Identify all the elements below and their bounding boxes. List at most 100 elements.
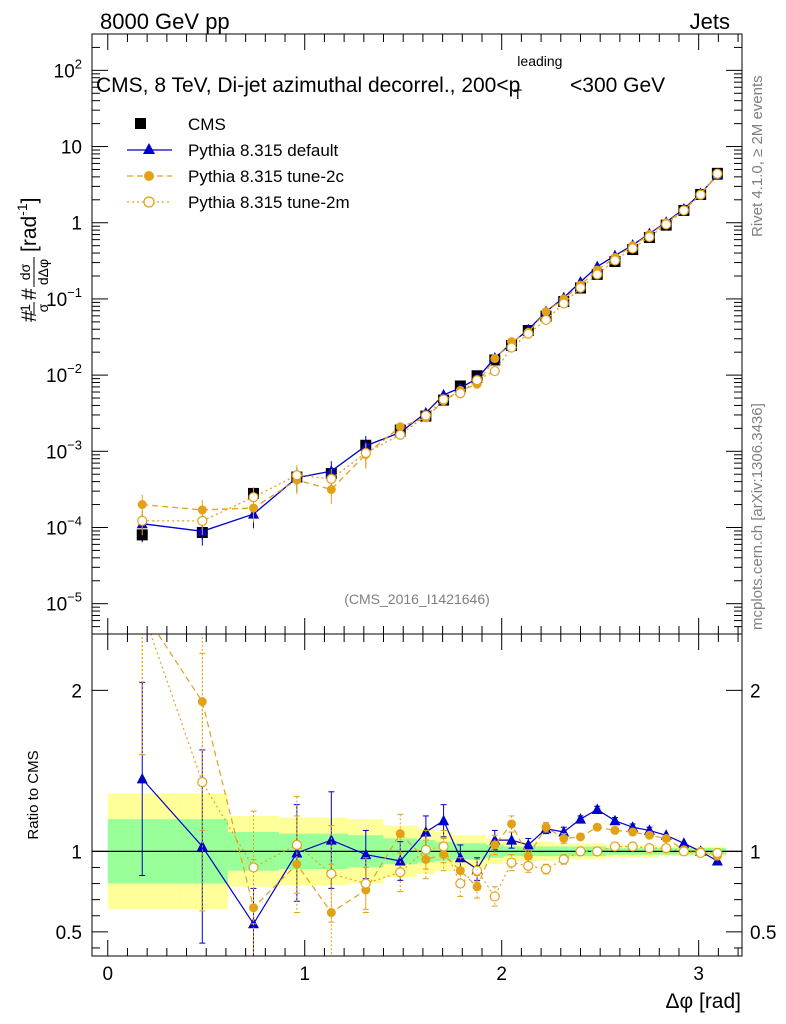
- main-point-pythia-8-315-tune-2m-0: [137, 515, 148, 527]
- main-point-pythia-8-315-tune-2m-13: [523, 328, 534, 339]
- ratio-point-pythia-8-315-tune-2m-4: [326, 868, 337, 879]
- ratio-point-pythia-8-315-tune-2c-14: [541, 822, 551, 832]
- ylabel-units-close: ]: [18, 198, 41, 204]
- main-point-pythia-8-315-tune-2m-7: [420, 410, 431, 421]
- ratio-point-pythia-8-315-tune-2m-21: [661, 843, 672, 854]
- main-point-pythia-8-315-tune-2m-19: [627, 243, 638, 254]
- ratio-point-pythia-8-315-tune-2m-15: [558, 854, 569, 865]
- ylabel-hash-1: #: [18, 310, 41, 322]
- ratio-point-pythia-8-315-tune-2m-5: [360, 878, 371, 889]
- ylabel-frac1-num: 1: [17, 304, 33, 312]
- main-point-pythia-8-315-tune-2c-14: [541, 307, 551, 317]
- ratio-point-pythia-8-315-tune-2c-17: [592, 822, 602, 832]
- main-ytick-label-7: 102: [54, 56, 82, 82]
- ratio-point-pythia-8-315-tune-2m-7: [420, 844, 431, 855]
- ratio-point-pythia-8-315-tune-2m-20: [644, 843, 655, 854]
- ratio-ytick-label-2: 2: [71, 681, 82, 702]
- header-energy: 8000 GeV pp: [100, 9, 230, 34]
- main-point-pythia-8-315-tune-2m-2: [248, 492, 259, 503]
- legend-marker-tune2m: [143, 196, 155, 208]
- main-point-pythia-8-315-tune-2m-5: [360, 447, 371, 459]
- main-point-pythia-8-315-tune-2m-8: [438, 394, 449, 405]
- main-point-pythia-8-315-tune-2m-1: [197, 515, 208, 527]
- ratio-xtick-label-3: 3: [693, 964, 704, 985]
- main-data-layer: [136, 167, 723, 546]
- ratio-point-pythia-8-315-tune-2m-13: [523, 860, 534, 871]
- main-point-pythia-8-315-tune-2c-11: [490, 354, 500, 364]
- ratio-ytick-label-1: 1: [71, 842, 82, 863]
- ratio-point-pythia-8-315-tune-2c-16: [575, 832, 585, 842]
- ratio-ytick-label-right-0: 0.5: [750, 923, 776, 944]
- main-ytick-label-6: 10: [61, 138, 82, 159]
- ratio-point-pythia-8-315-tune-2m-1: [197, 777, 208, 788]
- ratio-point-pythia-8-315-tune-2c-18: [610, 825, 620, 835]
- ratio-ytick-label-0: 0.5: [56, 923, 82, 944]
- main-ytick-exp-3: −2: [67, 361, 82, 376]
- ylabel-units-open: [rad: [18, 216, 41, 252]
- ratio-ytick-label-right-1: 1: [750, 842, 761, 863]
- ratio-point-pythia-8-315-default-13: [522, 838, 534, 850]
- main-ytick-base-5: 1: [71, 214, 82, 235]
- ratio-point-pythia-8-315-default-12: [506, 834, 518, 845]
- legend-label-default: Pythia 8.315 default: [188, 141, 339, 160]
- plot-title-sub: T: [513, 86, 522, 102]
- ratio-xtick-label-1: 1: [299, 964, 310, 985]
- ratio-point-pythia-8-315-tune-2c-15: [559, 833, 569, 843]
- main-ytick-base-0: 10: [46, 595, 67, 616]
- ratio-xtick-label-2: 2: [496, 964, 507, 985]
- legend-label-cms: CMS: [188, 115, 226, 134]
- ratio-point-pythia-8-315-tune-2m-12: [506, 857, 517, 868]
- ylabel-frac2-num: dσ: [17, 263, 33, 280]
- main-point-pythia-8-315-tune-2m-12: [506, 342, 517, 353]
- main-point-pythia-8-315-tune-2c-0: [137, 500, 147, 510]
- main-ytick-exp-7: 2: [75, 56, 82, 71]
- main-ytick-base-1: 10: [46, 518, 67, 539]
- main-ytick-label-0: 10−5: [46, 590, 82, 616]
- ratio-point-pythia-8-315-tune-2m-16: [575, 846, 586, 857]
- main-point-pythia-8-315-tune-2m-20: [644, 231, 655, 243]
- plot-title-prefix: CMS, 8 TeV, Di-jet azimuthal decorrel., …: [96, 74, 520, 97]
- main-point-pythia-8-315-tune-2m-4: [326, 473, 337, 484]
- ratio-point-pythia-8-315-tune-2m-24: [712, 847, 723, 859]
- ratio-point-pythia-8-315-default-0: [136, 772, 148, 784]
- ratio-point-pythia-8-315-tune-2c-6: [395, 829, 405, 839]
- main-point-pythia-8-315-tune-2m-18: [609, 255, 621, 266]
- ratio-point-pythia-8-315-tune-2c-20: [644, 830, 654, 840]
- main-point-pythia-8-315-tune-2m-9: [455, 388, 466, 399]
- main-point-pythia-8-315-tune-2m-24: [712, 168, 723, 179]
- ratio-frame: [91, 633, 743, 957]
- main-point-pythia-8-315-tune-2m-15: [558, 298, 569, 309]
- ratio-point-pythia-8-315-tune-2m-3: [291, 839, 302, 851]
- main-point-pythia-8-315-tune-2m-17: [592, 269, 603, 280]
- legend-label-tune2m: Pythia 8.315 tune-2m: [188, 193, 350, 212]
- ylabel-frac2-den: dΔφ: [35, 259, 51, 285]
- ratio-point-pythia-8-315-tune-2m-6: [395, 867, 406, 878]
- main-point-pythia-8-315-tune-2m-23: [695, 189, 706, 200]
- ratio-point-pythia-8-315-tune-2c-19: [628, 827, 638, 837]
- legend-marker-cms: [135, 118, 146, 129]
- main-ytick-base-7: 10: [54, 61, 75, 82]
- legend-marker-default: [143, 143, 155, 154]
- ratio-xlabel: Δφ [rad]: [666, 990, 742, 1013]
- ratio-point-pythia-8-315-default-2: [248, 917, 260, 929]
- ratio-point-pythia-8-315-tune-2c-11: [490, 840, 500, 850]
- ratio-point-pythia-8-315-tune-2c-4: [326, 908, 336, 918]
- legend: CMS Pythia 8.315 default Pythia 8.315 tu…: [127, 115, 350, 212]
- main-point-pythia-8-315-tune-2m-3: [291, 470, 302, 481]
- main-point-pythia-8-315-tune-2c-6: [395, 422, 405, 432]
- main-ytick-exp-2: −3: [67, 437, 82, 452]
- main-ylabel: # 1 σ # dσ dΔφ [rad-1]: [14, 198, 51, 322]
- header-process: Jets: [690, 9, 730, 34]
- legend-marker-tune2c: [144, 171, 154, 181]
- plot-title-sup: leading: [517, 53, 562, 69]
- main-point-pythia-8-315-tune-2m-16: [575, 282, 586, 293]
- ratio-point-pythia-8-315-tune-2m-11: [489, 891, 500, 902]
- mcplots-label: mcplots.cern.ch [arXiv:1306.3436]: [749, 403, 766, 630]
- ylabel-frac1-den: σ: [35, 303, 51, 312]
- ratio-point-pythia-8-315-tune-2m-22: [678, 846, 689, 857]
- main-ytick-label-3: 10−2: [46, 361, 82, 387]
- main-ytick-label-2: 10−3: [46, 437, 82, 463]
- ratio-axes: 0.5 1 2 0.5 1 2 0 1 2 3: [56, 634, 776, 985]
- main-point-pythia-8-315-tune-2m-22: [678, 205, 689, 216]
